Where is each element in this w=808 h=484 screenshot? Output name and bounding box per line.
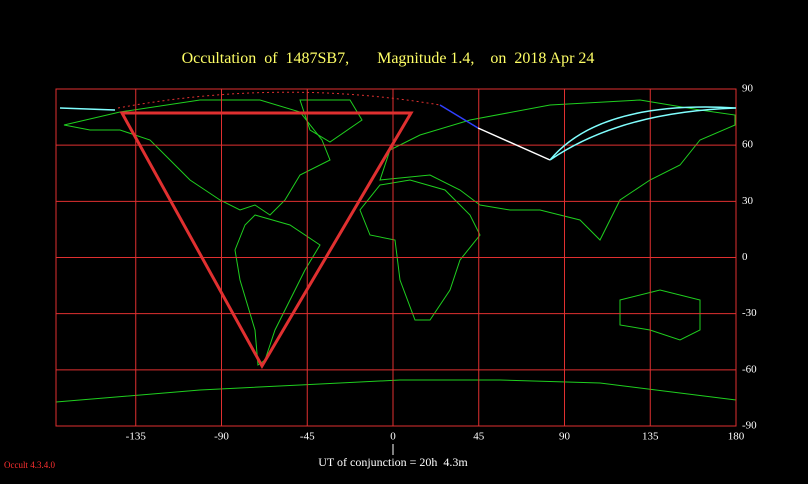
x-tick-label: 90 — [559, 431, 571, 443]
y-tick-label: 90 — [742, 83, 754, 95]
path-segment — [59, 107, 116, 111]
x-tick-label: 0 — [390, 431, 396, 443]
x-tick-label: -90 — [214, 431, 229, 443]
x-tick-label: 45 — [473, 431, 485, 443]
path-segment — [477, 127, 551, 161]
y-tick-label: 0 — [742, 251, 748, 263]
coastlines — [55, 99, 737, 403]
conjunction-label: UT of conjunction = 20h 4.3m — [318, 455, 468, 469]
y-tick-label: -60 — [742, 363, 757, 375]
australia — [619, 289, 701, 341]
x-tick-label: -45 — [300, 431, 315, 443]
greenland — [299, 99, 363, 143]
path-segment — [439, 104, 479, 129]
visibility-triangle — [119, 111, 414, 370]
y-tick-label: 60 — [742, 139, 754, 151]
north-america — [63, 99, 331, 216]
eurasia — [379, 99, 736, 241]
limit-arc — [117, 91, 441, 109]
africa — [359, 179, 481, 321]
x-tick-label: 135 — [642, 431, 659, 443]
title: Occultation of 1487SB7, Magnitude 1.4, o… — [182, 50, 595, 67]
path-segment — [549, 106, 737, 161]
version-label: Occult 4.3.4.0 — [4, 460, 55, 470]
y-tick-label: -90 — [742, 420, 757, 432]
antarctica — [55, 379, 737, 403]
x-tick-label: -135 — [126, 431, 147, 443]
x-tick-label: 180 — [728, 431, 745, 443]
y-tick-label: -30 — [742, 307, 757, 319]
y-tick-label: 30 — [742, 195, 754, 207]
